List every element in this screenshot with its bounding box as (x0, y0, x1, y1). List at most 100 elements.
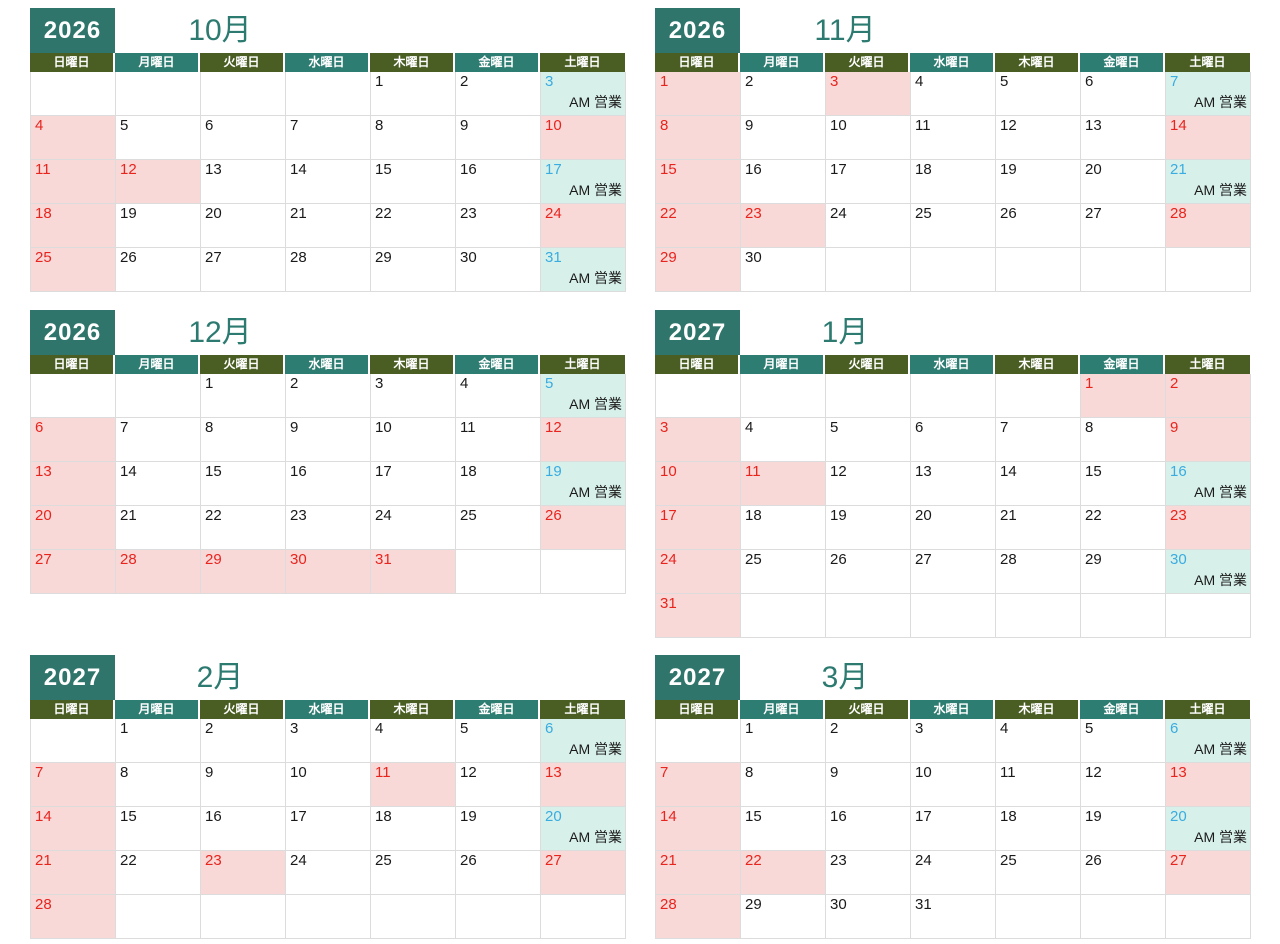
day-number: 15 (205, 463, 222, 480)
month-title: 3月 (821, 661, 869, 694)
day-number: 18 (745, 507, 762, 524)
day-number: 21 (290, 205, 307, 222)
day-cell: 24 (911, 851, 996, 895)
day-number: 6 (35, 419, 44, 436)
day-cell: 3 AM 営業 (541, 72, 626, 116)
day-cell: 19 AM 営業 (541, 462, 626, 506)
day-number: 4 (375, 720, 384, 737)
day-grid: 1 2 3 4 5 6 7 8 9 10 11 12 13 14 15 16 AM 営業 17 18 19 20 21 22… (655, 374, 1251, 638)
day-number: 18 (915, 161, 932, 178)
weekday-header: 月曜日 (115, 355, 200, 374)
empty-cell (911, 248, 996, 292)
day-number: 1 (660, 73, 669, 90)
day-cell: 4 (911, 72, 996, 116)
day-cell: 26 (541, 506, 626, 550)
day-number: 6 (1085, 73, 1094, 90)
weekday-header-row: 日曜日 月曜日 火曜日 水曜日 木曜日 金曜日 土曜日 (30, 53, 626, 72)
day-number: 27 (915, 551, 932, 568)
empty-cell (116, 374, 201, 418)
weekday-header: 火曜日 (200, 700, 285, 719)
empty-cell (201, 72, 286, 116)
day-cell: 11 (456, 418, 541, 462)
day-number: 3 (660, 419, 669, 436)
year-badge: 2026 (655, 8, 740, 53)
day-cell: 1 (1081, 374, 1166, 418)
day-number: 30 (745, 249, 762, 266)
day-cell: 28 (996, 550, 1081, 594)
weekday-header: 金曜日 (455, 355, 540, 374)
day-cell: 20 AM 営業 (1166, 807, 1251, 851)
day-number: 11 (915, 117, 931, 134)
day-cell: 2 (456, 72, 541, 116)
day-number: 16 (830, 808, 847, 825)
day-number: 17 (545, 161, 562, 178)
day-cell: 29 (201, 550, 286, 594)
day-number: 6 (545, 720, 554, 737)
day-cell: 5 (116, 116, 201, 160)
day-number: 21 (35, 852, 52, 869)
day-number: 31 (375, 551, 392, 568)
day-cell: 27 (1081, 204, 1166, 248)
empty-cell (31, 374, 116, 418)
empty-cell (911, 374, 996, 418)
day-number: 24 (660, 551, 677, 568)
day-number: 22 (120, 852, 137, 869)
day-cell: 25 (996, 851, 1081, 895)
day-number: 8 (1085, 419, 1094, 436)
day-number: 15 (1085, 463, 1102, 480)
day-number: 8 (745, 764, 754, 781)
empty-cell (826, 594, 911, 638)
day-cell: 11 (996, 763, 1081, 807)
day-number: 5 (1085, 720, 1094, 737)
day-cell: 17 (371, 462, 456, 506)
day-cell: 24 (826, 204, 911, 248)
day-number: 5 (120, 117, 129, 134)
day-cell: 9 (286, 418, 371, 462)
day-cell: 18 (31, 204, 116, 248)
day-number: 22 (375, 205, 392, 222)
day-number: 23 (745, 205, 762, 222)
day-cell: 4 (996, 719, 1081, 763)
day-number: 22 (205, 507, 222, 524)
day-number: 28 (35, 896, 52, 913)
day-cell: 8 (656, 116, 741, 160)
day-grid: 1 2 3 4 5 6 AM 営業 7 8 9 10 11 12 13 14 15 16 17 18 19 20 AM 営… (655, 719, 1251, 939)
day-cell: 10 (541, 116, 626, 160)
day-number: 17 (830, 161, 847, 178)
day-cell: 13 (1081, 116, 1166, 160)
day-cell: 25 (741, 550, 826, 594)
day-number: 28 (660, 896, 677, 913)
day-cell: 31 (656, 594, 741, 638)
day-cell: 21 (286, 204, 371, 248)
month-title: 2月 (196, 661, 244, 694)
day-number: 27 (545, 852, 562, 869)
day-number: 2 (205, 720, 214, 737)
day-cell: 11 (741, 462, 826, 506)
day-number: 14 (1000, 463, 1017, 480)
empty-cell (656, 719, 741, 763)
day-number: 7 (120, 419, 129, 436)
day-cell: 16 (201, 807, 286, 851)
weekday-header: 火曜日 (200, 355, 285, 374)
day-cell: 3 (656, 418, 741, 462)
day-number: 26 (1085, 852, 1102, 869)
month-title-area: 2027 2月 (30, 655, 626, 700)
day-cell: 10 (286, 763, 371, 807)
day-number: 23 (830, 852, 847, 869)
empty-cell (1166, 248, 1251, 292)
day-cell: 22 (201, 506, 286, 550)
am-open-label: AM 営業 (1194, 741, 1247, 757)
day-number: 11 (1000, 764, 1016, 781)
weekday-header: 水曜日 (910, 700, 995, 719)
weekday-header: 月曜日 (115, 53, 200, 72)
weekday-header: 水曜日 (910, 53, 995, 72)
day-cell: 8 (371, 116, 456, 160)
day-number: 1 (375, 73, 384, 90)
weekday-header: 日曜日 (655, 53, 740, 72)
day-cell: 8 (741, 763, 826, 807)
day-number: 10 (830, 117, 847, 134)
day-cell: 22 (116, 851, 201, 895)
day-number: 8 (205, 419, 214, 436)
day-cell: 7 (286, 116, 371, 160)
day-number: 25 (915, 205, 932, 222)
